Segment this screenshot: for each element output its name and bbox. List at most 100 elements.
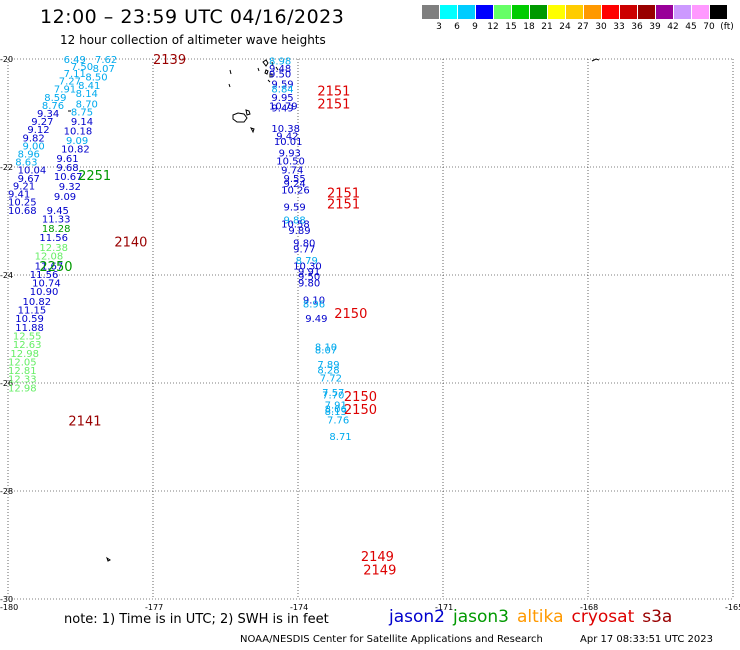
wave-height-value: 9.34 [37, 109, 59, 120]
wave-height-value: 9.00 [23, 141, 45, 152]
wave-height-value: 7.89 [317, 360, 339, 371]
wave-height-value: 8.84 [271, 85, 293, 96]
wave-height-value: 7.91 [54, 85, 76, 96]
pass-time-label: 2140 [114, 236, 147, 251]
wave-height-value: 9.49 [305, 314, 327, 325]
pass-time-label: 2150 [344, 403, 377, 418]
colorbar-swatch [548, 5, 565, 19]
pass-time-label: 2141 [68, 414, 101, 429]
pass-time-label: 2151 [327, 186, 360, 201]
wave-height-value: 8.50 [85, 72, 107, 83]
latitude-tick-label: -28 [0, 487, 13, 496]
wave-height-value: 9.50 [298, 272, 320, 283]
colorbar-swatch [638, 5, 655, 19]
wave-height-value: 10.04 [18, 166, 47, 177]
colorbar-label: 27 [577, 22, 589, 32]
wave-height-value: 8.96 [303, 300, 325, 311]
wave-height-value: 8.96 [18, 150, 40, 161]
wave-height-value: 8.75 [71, 107, 93, 118]
wave-height-value: 7.76 [327, 416, 349, 427]
colorbar-label: 24 [559, 22, 571, 32]
wave-height-value: 9.09 [54, 192, 76, 203]
wave-height-value: 10.50 [276, 157, 305, 168]
colorbar-label: 18 [523, 22, 535, 32]
wave-height-value: 10.67 [54, 172, 83, 183]
colorbar-swatch [476, 5, 493, 19]
colorbar-label: 30 [595, 22, 607, 32]
colorbar-label: 45 [685, 22, 697, 32]
colorbar-swatch [620, 5, 637, 19]
wave-height-value: 8.07 [93, 64, 115, 75]
latitude-tick-label: -22 [0, 163, 13, 172]
legend-s3a: s3a [642, 607, 673, 627]
wave-height-value: 18.28 [42, 224, 71, 235]
wave-height-value: 9.95 [271, 93, 293, 104]
pass-time-label: 2151 [327, 198, 360, 213]
map-title: 12:00 – 23:59 UTC 04/16/2023 [40, 6, 345, 28]
colorbar-swatch [440, 5, 457, 19]
legend-cryosat: cryosat [571, 607, 635, 627]
wave-height-value: 9.42 [276, 132, 298, 143]
wave-height-value: 9.49 [271, 104, 293, 115]
wave-height-value: 12.98 [8, 383, 37, 394]
wave-height-value: 9.89 [288, 226, 310, 237]
wave-height-value: 9.59 [271, 79, 293, 90]
wave-height-value: 10.38 [271, 124, 300, 135]
wave-height-value: 10.58 [281, 220, 310, 231]
wave-height-value: 12.38 [39, 243, 68, 254]
colorbar-label: 3 [436, 22, 442, 32]
latitude-tick-label: -26 [0, 379, 13, 388]
colorbar-swatch [512, 5, 529, 19]
colorbar-label: 12 [487, 22, 499, 32]
wave-height-value: 9.27 [31, 117, 53, 128]
colorbar-swatch [530, 5, 547, 19]
wave-height-value: 9.55 [284, 174, 306, 185]
wave-height-value: 10.74 [32, 279, 61, 290]
wave-height-value: 10.82 [23, 297, 52, 308]
wave-height-value: 11.56 [39, 233, 68, 244]
wave-height-value: 9.09 [66, 136, 88, 147]
wave-height-value: 9.61 [56, 154, 78, 165]
wave-height-value: 12.55 [13, 331, 42, 342]
pass-time-label: 2139 [153, 53, 186, 68]
wave-height-value: 7.72 [320, 374, 342, 385]
wave-height-value: 9.32 [59, 182, 81, 193]
wave-height-value: 9.80 [298, 279, 320, 290]
colorbar-label: 42 [667, 22, 679, 32]
pass-time-label: 2150 [334, 307, 367, 322]
longitude-tick-label: -174 [290, 603, 308, 612]
wave-height-value: 9.67 [18, 174, 40, 185]
wave-height-value: 8.41 [78, 81, 100, 92]
latitude-tick-label: -24 [0, 271, 13, 280]
wave-height-value: 8.06 [325, 404, 347, 415]
wave-height-value: 9.74 [281, 166, 303, 177]
longitude-tick-label: -165 [725, 603, 740, 612]
wave-height-value: 8.98 [269, 57, 291, 68]
colorbar-swatch [458, 5, 475, 19]
wave-height-value: 11.33 [42, 214, 71, 225]
map-grid [7, 58, 734, 600]
pass-time-label: 2151 [317, 97, 350, 112]
latitude-tick-label: -20 [0, 55, 13, 64]
wave-height-value: 7.57 [322, 388, 344, 399]
wave-height-value: 9.10 [303, 295, 325, 306]
wave-height-value: 10.59 [15, 314, 44, 325]
wave-height-value: 8.79 [296, 256, 318, 267]
wave-height-value: 7.70 [322, 390, 344, 401]
wave-height-value: 8.13 [325, 407, 347, 418]
longitude-tick-label: -177 [145, 603, 163, 612]
pass-time-label: 2149 [363, 563, 396, 578]
wave-height-value: 9.88 [284, 215, 306, 226]
wave-height-value: 7.27 [59, 77, 81, 88]
legend-altika: altika [517, 607, 564, 627]
wave-height-value: 12.98 [10, 349, 39, 360]
wave-height-value: 12.33 [8, 375, 37, 386]
wave-height-value: 9.91 [298, 267, 320, 278]
longitude-tick-label: -171 [435, 603, 453, 612]
wave-height-value: 8.71 [329, 432, 351, 443]
colorbar-swatch [566, 5, 583, 19]
wave-height-value: 10.30 [293, 261, 322, 272]
satellite-legend: jason2 jason3 altika cryosat s3a [389, 607, 680, 627]
island-outlines [68, 58, 600, 562]
